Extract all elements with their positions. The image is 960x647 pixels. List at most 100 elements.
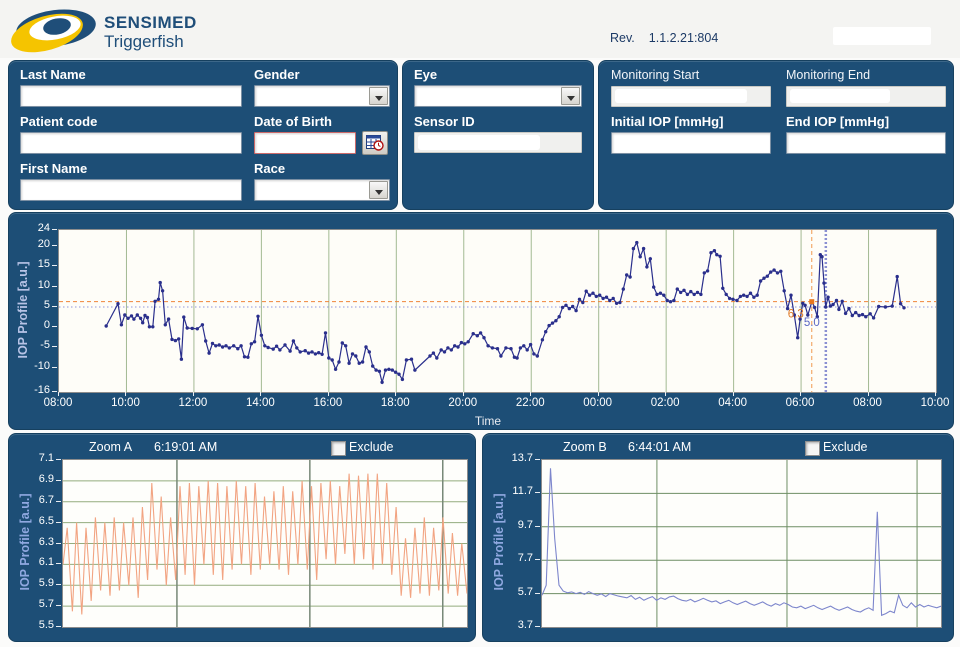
- zoom-a-title: Zoom A: [89, 440, 133, 454]
- main-x-tick-label: 08:00: [853, 397, 882, 409]
- dob-calendar-button[interactable]: [362, 131, 388, 155]
- sensor-id-field: [414, 132, 582, 153]
- main-x-tick-mark: [867, 392, 869, 396]
- zoom-a-y-tick-label: 6.1: [38, 556, 54, 569]
- zoom-b-exclude-label: Exclude: [823, 440, 868, 454]
- gender-select[interactable]: [254, 85, 390, 107]
- main-y-tick-mark: [52, 346, 57, 348]
- main-x-tick-mark: [192, 392, 194, 396]
- main-x-tick-mark: [125, 392, 127, 396]
- zoom-b-y-tick-mark: [535, 559, 540, 561]
- main-y-tick-label: 5: [43, 298, 50, 311]
- main-y-tick-mark: [52, 285, 57, 287]
- main-y-tick-label: 20: [37, 238, 50, 251]
- zoom-a-y-tick-mark: [56, 521, 61, 523]
- brand-line2: Triggerfish: [104, 32, 184, 51]
- main-y-tick-mark: [52, 245, 57, 247]
- zoom-b-chart-svg: [542, 460, 941, 627]
- main-x-tick-mark: [800, 392, 802, 396]
- main-x-tick-mark: [597, 392, 599, 396]
- zoom-a-y-tick-mark: [56, 479, 61, 481]
- main-x-tick-mark: [530, 392, 532, 396]
- eye-dropdown-button[interactable]: [561, 87, 580, 105]
- zoom-b-panel: Zoom B 6:44:01 AM Exclude IOP Profile [a…: [482, 433, 954, 642]
- patient-code-input[interactable]: [20, 132, 242, 154]
- race-label: Race: [254, 161, 286, 176]
- main-x-tick-mark: [395, 392, 397, 396]
- zoom-a-y-tick-mark: [56, 500, 61, 502]
- eye-select[interactable]: [414, 85, 582, 107]
- iop-profile-chart-panel: IOP Profile [a.u.] 6.3 5.0 Time 24 20 15 10 5…: [8, 212, 954, 430]
- revision-text: Rev. 1.1.2.21:804: [610, 31, 718, 45]
- zoom-b-y-tick-label: 13.7: [511, 452, 533, 464]
- main-x-tick-label: 22:00: [515, 397, 545, 409]
- zoom-a-y-tick-mark: [56, 626, 61, 627]
- last-name-label: Last Name: [20, 67, 86, 82]
- main-x-tick-mark: [935, 392, 936, 396]
- race-dropdown-button[interactable]: [369, 181, 388, 199]
- zoom-a-y-tick-label: 5.7: [38, 598, 54, 611]
- brand-text: SENSIMED Triggerfish: [104, 13, 197, 51]
- gender-dropdown-button[interactable]: [369, 87, 388, 105]
- main-x-tick-label: 12:00: [178, 397, 208, 409]
- dob-label: Date of Birth: [254, 114, 332, 129]
- zoom-a-time: 6:19:01 AM: [154, 440, 218, 454]
- end-iop-label: End IOP [mmHg]: [786, 114, 890, 129]
- main-x-tick-label: 20:00: [448, 397, 478, 409]
- main-x-tick-label: 04:00: [718, 397, 747, 409]
- monitoring-start-label: Monitoring Start: [611, 68, 700, 82]
- first-name-label: First Name: [20, 161, 88, 176]
- main-chart-x-axis-label: Time: [474, 414, 502, 428]
- zoom-b-y-tick-mark: [535, 592, 540, 594]
- main-x-tick-mark: [462, 392, 464, 396]
- zoom-b-y-tick-label: 9.7: [517, 518, 533, 531]
- patient-panel: Last Name Patient code First Name Gender…: [8, 60, 398, 210]
- gender-label: Gender: [254, 67, 300, 82]
- redacted-monitoring-end: [790, 89, 890, 103]
- main-y-tick-mark: [52, 265, 57, 267]
- main-chart-svg: 6.35.0: [59, 230, 936, 392]
- initial-iop-input[interactable]: [611, 132, 771, 154]
- first-name-input[interactable]: [20, 179, 242, 201]
- revision-label: Rev.: [610, 31, 635, 45]
- main-x-tick-mark: [58, 392, 59, 396]
- zoom-a-y-tick-mark: [56, 584, 61, 586]
- zoom-a-y-tick-label: 6.9: [38, 472, 54, 485]
- main-x-tick-label: 10:00: [920, 397, 950, 409]
- redacted-sensor-id: [418, 135, 540, 150]
- zoom-a-exclude-checkbox[interactable]: [331, 441, 346, 456]
- main-x-tick-mark: [260, 392, 262, 396]
- main-y-tick-mark: [52, 229, 57, 230]
- last-name-input[interactable]: [20, 85, 242, 107]
- zoom-a-chart-svg: [63, 460, 467, 627]
- zoom-a-y-tick-mark: [56, 542, 61, 544]
- main-chart-plot-area[interactable]: 6.3 5.0: [58, 229, 937, 393]
- monitoring-panel: Monitoring Start Monitoring End Initial …: [598, 60, 954, 210]
- zoom-b-exclude-checkbox[interactable]: [805, 441, 820, 456]
- zoom-a-panel: Zoom A 6:19:01 AM Exclude IOP Profile [a…: [8, 433, 476, 642]
- monitoring-start-field: [611, 86, 771, 107]
- monitoring-end-field: [786, 86, 946, 107]
- zoom-b-time: 6:44:01 AM: [628, 440, 692, 454]
- calendar-clock-icon: [366, 135, 384, 151]
- brand-line1: SENSIMED: [104, 13, 197, 32]
- zoom-a-y-tick-label: 6.5: [38, 514, 54, 527]
- chevron-down-icon: [375, 96, 383, 101]
- main-x-tick-label: 02:00: [650, 397, 680, 409]
- zoom-a-y-tick-label: 6.7: [38, 493, 54, 506]
- zoom-a-y-tick-mark: [56, 605, 61, 607]
- main-y-tick-label: -5: [40, 339, 50, 352]
- end-iop-input[interactable]: [786, 132, 946, 154]
- app-header: SENSIMED Triggerfish Rev. 1.1.2.21:804: [0, 0, 960, 58]
- redacted-header-value: [833, 27, 931, 45]
- zoom-b-y-tick-mark: [535, 459, 540, 460]
- zoom-b-y-tick-mark: [535, 525, 540, 527]
- zoom-a-plot-area: [62, 459, 468, 628]
- sensor-id-label: Sensor ID: [414, 114, 475, 129]
- race-select[interactable]: [254, 179, 390, 201]
- monitoring-end-label: Monitoring End: [786, 68, 871, 82]
- zoom-b-y-tick-label: 11.7: [512, 485, 533, 498]
- patient-code-label: Patient code: [20, 114, 98, 129]
- main-y-tick-mark: [52, 305, 57, 307]
